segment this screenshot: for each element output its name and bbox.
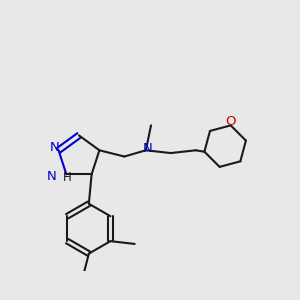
Text: N: N	[142, 142, 152, 155]
Text: O: O	[226, 115, 236, 128]
Text: N: N	[50, 141, 59, 154]
Text: N: N	[47, 169, 57, 182]
Text: H: H	[63, 171, 72, 184]
